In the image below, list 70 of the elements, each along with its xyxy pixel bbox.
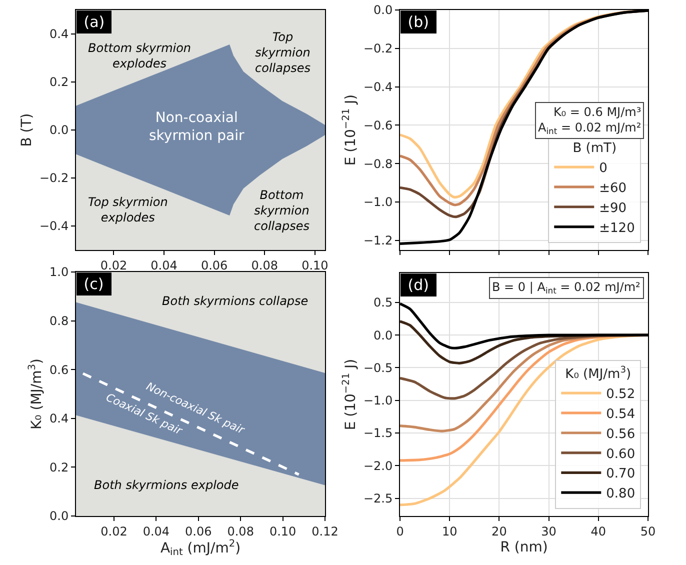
y-tick-label: −0.4 [363, 80, 393, 94]
y-tick-label: −0.4 [39, 219, 69, 234]
legend-label: 0.70 [606, 466, 636, 482]
annotation: Bottom skyrmion explodes [88, 41, 192, 71]
x-tick-label: 0.02 [100, 524, 128, 538]
annotation: Both skyrmions explode [94, 478, 239, 492]
x-tick-label: 0.06 [200, 258, 228, 272]
legend-title: K₀ (MJ/m$^{3}$) [565, 366, 632, 382]
y-tick-label: 0.4 [50, 27, 69, 42]
x-tick-label: 0.08 [227, 524, 254, 538]
x-tick-label: 0 [396, 524, 404, 538]
chart-title: (d) [403, 276, 434, 294]
x-tick-label: 0.04 [150, 258, 178, 272]
x-axis-title: A$_{int}$ (mJ/m$^{2}$) [160, 538, 241, 558]
y-tick-label: 0.4 [50, 412, 69, 426]
legend-label: 0.52 [606, 387, 636, 402]
annotation: Non-coaxial skyrmion pair [149, 110, 244, 144]
y-tick-label: −0.6 [363, 118, 393, 132]
legend-label: 0.56 [606, 426, 636, 442]
y-tick-label: 0.5 [374, 296, 393, 310]
y-tick-label: 0.0 [50, 123, 69, 138]
x-tick-label: 0.04 [142, 524, 170, 538]
legend-label: 0.80 [606, 486, 636, 502]
x-tick-label: 0.06 [185, 524, 212, 538]
y-tick-label: −0.8 [363, 156, 393, 171]
x-tick-label: 0.10 [302, 258, 328, 272]
x-tick-label: 40 [590, 524, 606, 538]
y-tick-label: −1.5 [363, 426, 393, 440]
legend-label: ±90 [599, 200, 627, 216]
x-tick-label: 0.10 [269, 524, 296, 538]
legend-title: B (mT) [572, 141, 617, 156]
y-tick-label: −1.0 [363, 394, 393, 408]
annotation: Top skyrmion collapses [255, 30, 310, 76]
x-tick-label: 0.08 [251, 258, 278, 272]
annotation: B = 0 | A$_{int}$ = 0.02 mJ/m² [492, 280, 641, 296]
legend-label: 0 [599, 161, 608, 176]
x-tick-label: 10 [442, 524, 458, 538]
x-tick-label: 0.02 [100, 258, 128, 272]
chart-title: (a) [79, 13, 110, 31]
y-tick-label: −0.2 [363, 42, 393, 56]
legend-label: ±120 [599, 220, 635, 236]
chart-title: (b) [403, 13, 434, 31]
y-tick-label: 0.8 [50, 314, 69, 328]
y-tick-label: 1.0 [50, 265, 69, 280]
y-tick-label: 0.6 [50, 362, 69, 377]
x-axis-title: R (nm) [500, 540, 548, 556]
annotation: Bottom skyrmion collapses [254, 188, 310, 234]
y-tick-label: −0.5 [363, 360, 393, 375]
y-tick-label: −0.2 [39, 171, 69, 186]
annotation: K₀ = 0.6 MJ/m³ A$_{int}$ = 0.02 mJ/m² [538, 105, 642, 136]
legend-label: ±60 [599, 181, 627, 196]
y-tick-label: −2.5 [363, 492, 393, 506]
y-axis-title: B (T) [19, 113, 36, 147]
annotation: Both skyrmions collapse [162, 294, 308, 308]
y-tick-label: −2.0 [363, 458, 393, 473]
legend-label: 0.60 [606, 446, 636, 462]
y-tick-label: 0.0 [374, 3, 393, 18]
y-tick-label: −1.0 [363, 195, 393, 210]
x-tick-label: 30 [541, 524, 556, 538]
y-tick-label: 0.2 [50, 75, 69, 90]
y-tick-label: 0.2 [50, 460, 69, 474]
y-tick-label: 0.0 [50, 509, 69, 524]
annotation: Top skyrmion explodes [88, 195, 168, 225]
y-tick-label: −1.2 [363, 234, 393, 248]
x-tick-label: 20 [492, 524, 507, 538]
x-tick-label: 0.12 [312, 524, 338, 538]
chart-title: (c) [79, 275, 108, 293]
legend-label: 0.54 [606, 407, 636, 422]
y-tick-label: 0.0 [374, 328, 393, 342]
x-tick-label: 50 [640, 524, 656, 538]
